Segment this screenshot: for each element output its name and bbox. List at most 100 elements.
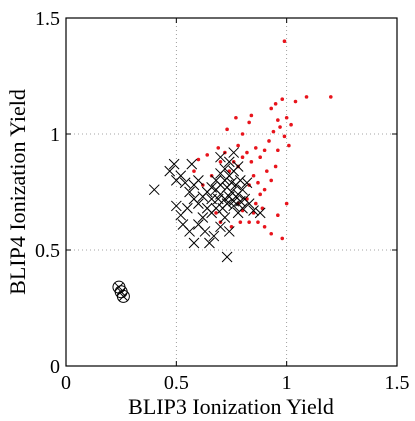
data-point-dot [240, 132, 245, 136]
data-point-x [175, 170, 187, 182]
data-point-x [148, 184, 160, 196]
data-point-x [241, 177, 253, 189]
x-tick-label: 1 [282, 372, 292, 394]
data-point-x [228, 147, 240, 158]
data-point-x [199, 226, 211, 237]
data-point-x [243, 198, 255, 209]
data-point-x [215, 151, 226, 163]
data-point-x [223, 156, 235, 168]
data-point-x [193, 198, 204, 209]
data-point-dot [262, 225, 267, 229]
data-point-dot [240, 155, 245, 159]
data-point-x [221, 251, 233, 263]
data-point-x [215, 168, 226, 179]
data-point-x [170, 200, 182, 212]
data-point-dot [271, 129, 276, 134]
data-point-x [228, 195, 240, 207]
data-point-x [186, 158, 198, 170]
data-point-x [254, 207, 266, 219]
data-point-x [168, 158, 180, 170]
data-point-x [219, 193, 231, 205]
data-point-x [234, 175, 246, 186]
data-point-x [164, 165, 176, 177]
circle-x-cross [114, 282, 124, 292]
data-point-dot [236, 143, 240, 148]
data-point-dot [269, 106, 274, 111]
data-point-dot [304, 95, 309, 99]
data-point-x [204, 237, 215, 249]
data-point-dot [267, 139, 271, 143]
data-point-x [197, 191, 209, 202]
x-tick-label: 1.5 [385, 372, 410, 394]
data-point-dot [245, 150, 249, 155]
data-point-x [175, 209, 187, 221]
data-point-dot [282, 39, 287, 43]
data-point-dot [225, 127, 229, 132]
data-point-x [193, 175, 204, 186]
data-point-x [197, 212, 209, 223]
data-point-dot [278, 125, 282, 129]
data-point-dot [284, 115, 289, 120]
data-point-x [232, 161, 244, 172]
data-point-dot [276, 148, 280, 153]
data-point-dot [273, 102, 278, 106]
data-point-x [215, 221, 226, 233]
data-point-dot [256, 180, 260, 185]
data-point-dot [205, 153, 210, 157]
y-tick-label: 0 [50, 356, 60, 378]
y-tick-label: 1 [50, 124, 60, 146]
data-point-x [206, 207, 217, 219]
data-point-dot [251, 173, 256, 178]
data-point-x [223, 226, 235, 237]
data-point-dot [249, 113, 254, 118]
data-point-circle-x [116, 289, 130, 303]
series-x-markers [148, 147, 266, 263]
y-tick-label: 1.5 [35, 8, 60, 30]
data-point-dot [256, 220, 260, 224]
data-point-x [188, 237, 200, 249]
data-point-dot [273, 164, 278, 169]
data-point-x [208, 230, 220, 242]
data-point-dot [280, 97, 285, 101]
data-point-x [237, 202, 248, 214]
circle-x-cross [116, 287, 126, 297]
data-point-dot [249, 160, 254, 164]
data-point-dot [234, 115, 238, 120]
data-point-dot [253, 146, 258, 150]
data-point-dot [276, 213, 280, 217]
data-point-dot [329, 95, 333, 99]
x-tick-label: 0 [61, 372, 71, 394]
data-point-dot [293, 99, 298, 104]
data-point-x [184, 186, 195, 198]
data-point-dot [265, 169, 269, 173]
data-point-dot [269, 178, 274, 183]
data-point-dot [216, 146, 221, 150]
data-point-dot [258, 192, 262, 197]
series-circle-x-markers [112, 280, 130, 303]
data-point-dot [214, 211, 218, 215]
data-point-dot [282, 134, 287, 139]
data-point-dot [289, 122, 293, 127]
data-point-x [232, 188, 244, 200]
data-point-dot [218, 160, 223, 164]
circle-x-ring [116, 289, 130, 303]
x-tick-label: 0.5 [164, 372, 189, 394]
data-point-dot [247, 220, 251, 224]
y-tick-label: 0.5 [35, 240, 60, 262]
data-point-dot [247, 120, 251, 125]
data-point-dot [253, 201, 258, 206]
y-axis-label: BLIP4 Ionization Yield [5, 89, 30, 295]
plot-frame [65, 17, 398, 367]
data-point-dot [284, 201, 289, 206]
data-point-dot [280, 236, 285, 241]
data-point-x [210, 175, 222, 186]
data-point-dot [262, 187, 267, 192]
data-point-dot [196, 157, 201, 162]
axis-ticks [65, 17, 398, 367]
x-tick-labels: 0 0.5 1 1.5 [61, 372, 410, 394]
data-point-x [219, 212, 231, 223]
x-axis-label: BLIP3 Ionization Yield [128, 394, 334, 419]
series-red-dots [192, 39, 333, 241]
data-point-x [184, 226, 195, 237]
